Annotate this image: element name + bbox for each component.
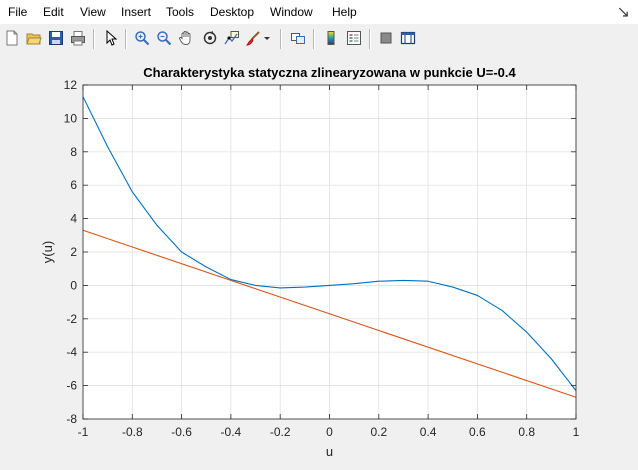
menu-help[interactable]: Help (332, 5, 357, 19)
x-tick-label: 0.2 (370, 425, 387, 439)
toolbar-separator (280, 29, 282, 49)
ticks: -1 -0.8 -0.6 -0.4 -0.2 0 0.2 0.4 0.6 0.8 1 -8 -6 -4 -2… (64, 78, 580, 439)
save-button[interactable] (45, 27, 67, 49)
open-file-icon (26, 33, 42, 45)
hide-plot-tools-button[interactable] (375, 27, 397, 49)
y-tick-label: 0 (70, 278, 77, 292)
y-tick-label: -2 (66, 312, 77, 326)
x-tick-label: 1 (573, 425, 580, 439)
insert-colorbar-button[interactable] (320, 27, 342, 49)
x-tick-label: 0.4 (420, 425, 437, 439)
y-tick-label: 8 (70, 145, 77, 159)
show-plot-tools-icon (400, 31, 416, 45)
new-figure-icon (6, 30, 18, 46)
menu-edit[interactable]: Edit (43, 5, 64, 19)
brush-icon (246, 31, 260, 46)
rotate-3d-button[interactable] (199, 27, 221, 49)
y-tick-label: 12 (64, 78, 78, 92)
y-axis-label: y(u) (40, 241, 55, 263)
new-figure-button[interactable] (1, 27, 23, 49)
y-tick-label: -8 (66, 412, 77, 426)
link-plot-icon (291, 33, 305, 44)
print-button[interactable] (67, 27, 89, 49)
x-tick-label: -0.4 (221, 425, 242, 439)
legend-icon (347, 31, 361, 45)
linearized-tangent-line[interactable] (82, 229, 577, 398)
colorbar-icon (327, 31, 335, 45)
zoom-in-button[interactable] (131, 27, 153, 49)
static-characteristic-line[interactable] (82, 96, 577, 391)
toolbar-separator (93, 29, 95, 49)
menu-bar: File Edit View Insert Tools Desktop Wind… (0, 0, 638, 24)
y-tick-label: 6 (70, 178, 77, 192)
x-tick-label: -0.2 (270, 425, 291, 439)
menu-desktop[interactable]: Desktop (210, 5, 255, 19)
y-tick-label: -6 (66, 379, 77, 393)
hide-plot-tools-icon (380, 32, 392, 44)
menu-insert[interactable]: Insert (121, 5, 152, 19)
x-tick-label: -0.8 (122, 425, 143, 439)
data-cursor-button[interactable] (221, 27, 243, 49)
figure-toolbar (0, 24, 638, 54)
y-tick-label: 4 (70, 212, 77, 226)
x-tick-label: 0 (326, 425, 333, 439)
chart-title: Charakterystyka statyczna zlinearyzowana… (143, 65, 516, 80)
data-cursor-icon (224, 31, 239, 45)
y-tick-label: 10 (64, 111, 78, 125)
pan-button[interactable] (175, 27, 197, 49)
save-icon (49, 31, 63, 45)
edit-plot-button[interactable] (100, 27, 122, 49)
open-file-button[interactable] (23, 27, 45, 49)
y-tick-label: 2 (70, 245, 77, 259)
x-tick-label: -1 (78, 425, 89, 439)
menu-view[interactable]: View (80, 5, 106, 19)
menu-tools[interactable]: Tools (166, 5, 195, 19)
brush-button[interactable] (243, 27, 265, 49)
zoom-in-icon (135, 31, 150, 46)
toolbar-separator (125, 29, 127, 49)
figure-canvas: -1 -0.8 -0.6 -0.4 -0.2 0 0.2 0.4 0.6 0.8 1 -8 -6 -4 -2… (0, 54, 638, 465)
dock-arrow-icon[interactable]: ↘ (616, 4, 630, 21)
zoom-out-icon (157, 31, 172, 46)
pan-icon (179, 31, 191, 45)
insert-legend-button[interactable] (343, 27, 365, 49)
link-plot-button[interactable] (287, 27, 309, 49)
print-icon (71, 31, 85, 46)
rotate-3d-icon (203, 31, 217, 45)
x-axis-label: u (326, 444, 333, 459)
menu-window[interactable]: Window (270, 5, 313, 19)
brush-dropdown-button[interactable] (262, 27, 272, 49)
menu-file[interactable]: File (8, 5, 28, 19)
plot-svg[interactable]: -1 -0.8 -0.6 -0.4 -0.2 0 0.2 0.4 0.6 0.8 1 -8 -6 -4 -2… (0, 54, 638, 465)
show-plot-tools-button[interactable] (397, 27, 419, 49)
x-tick-label: -0.6 (171, 425, 192, 439)
toolbar-separator (369, 29, 371, 49)
x-tick-label: 0.6 (469, 425, 486, 439)
series-layer (82, 96, 577, 398)
toolbar-separator (313, 29, 315, 49)
zoom-out-button[interactable] (153, 27, 175, 49)
edit-plot-icon (106, 30, 118, 46)
x-tick-label: 0.8 (518, 425, 535, 439)
y-tick-label: -4 (66, 345, 77, 359)
chevron-down-icon (264, 37, 270, 40)
